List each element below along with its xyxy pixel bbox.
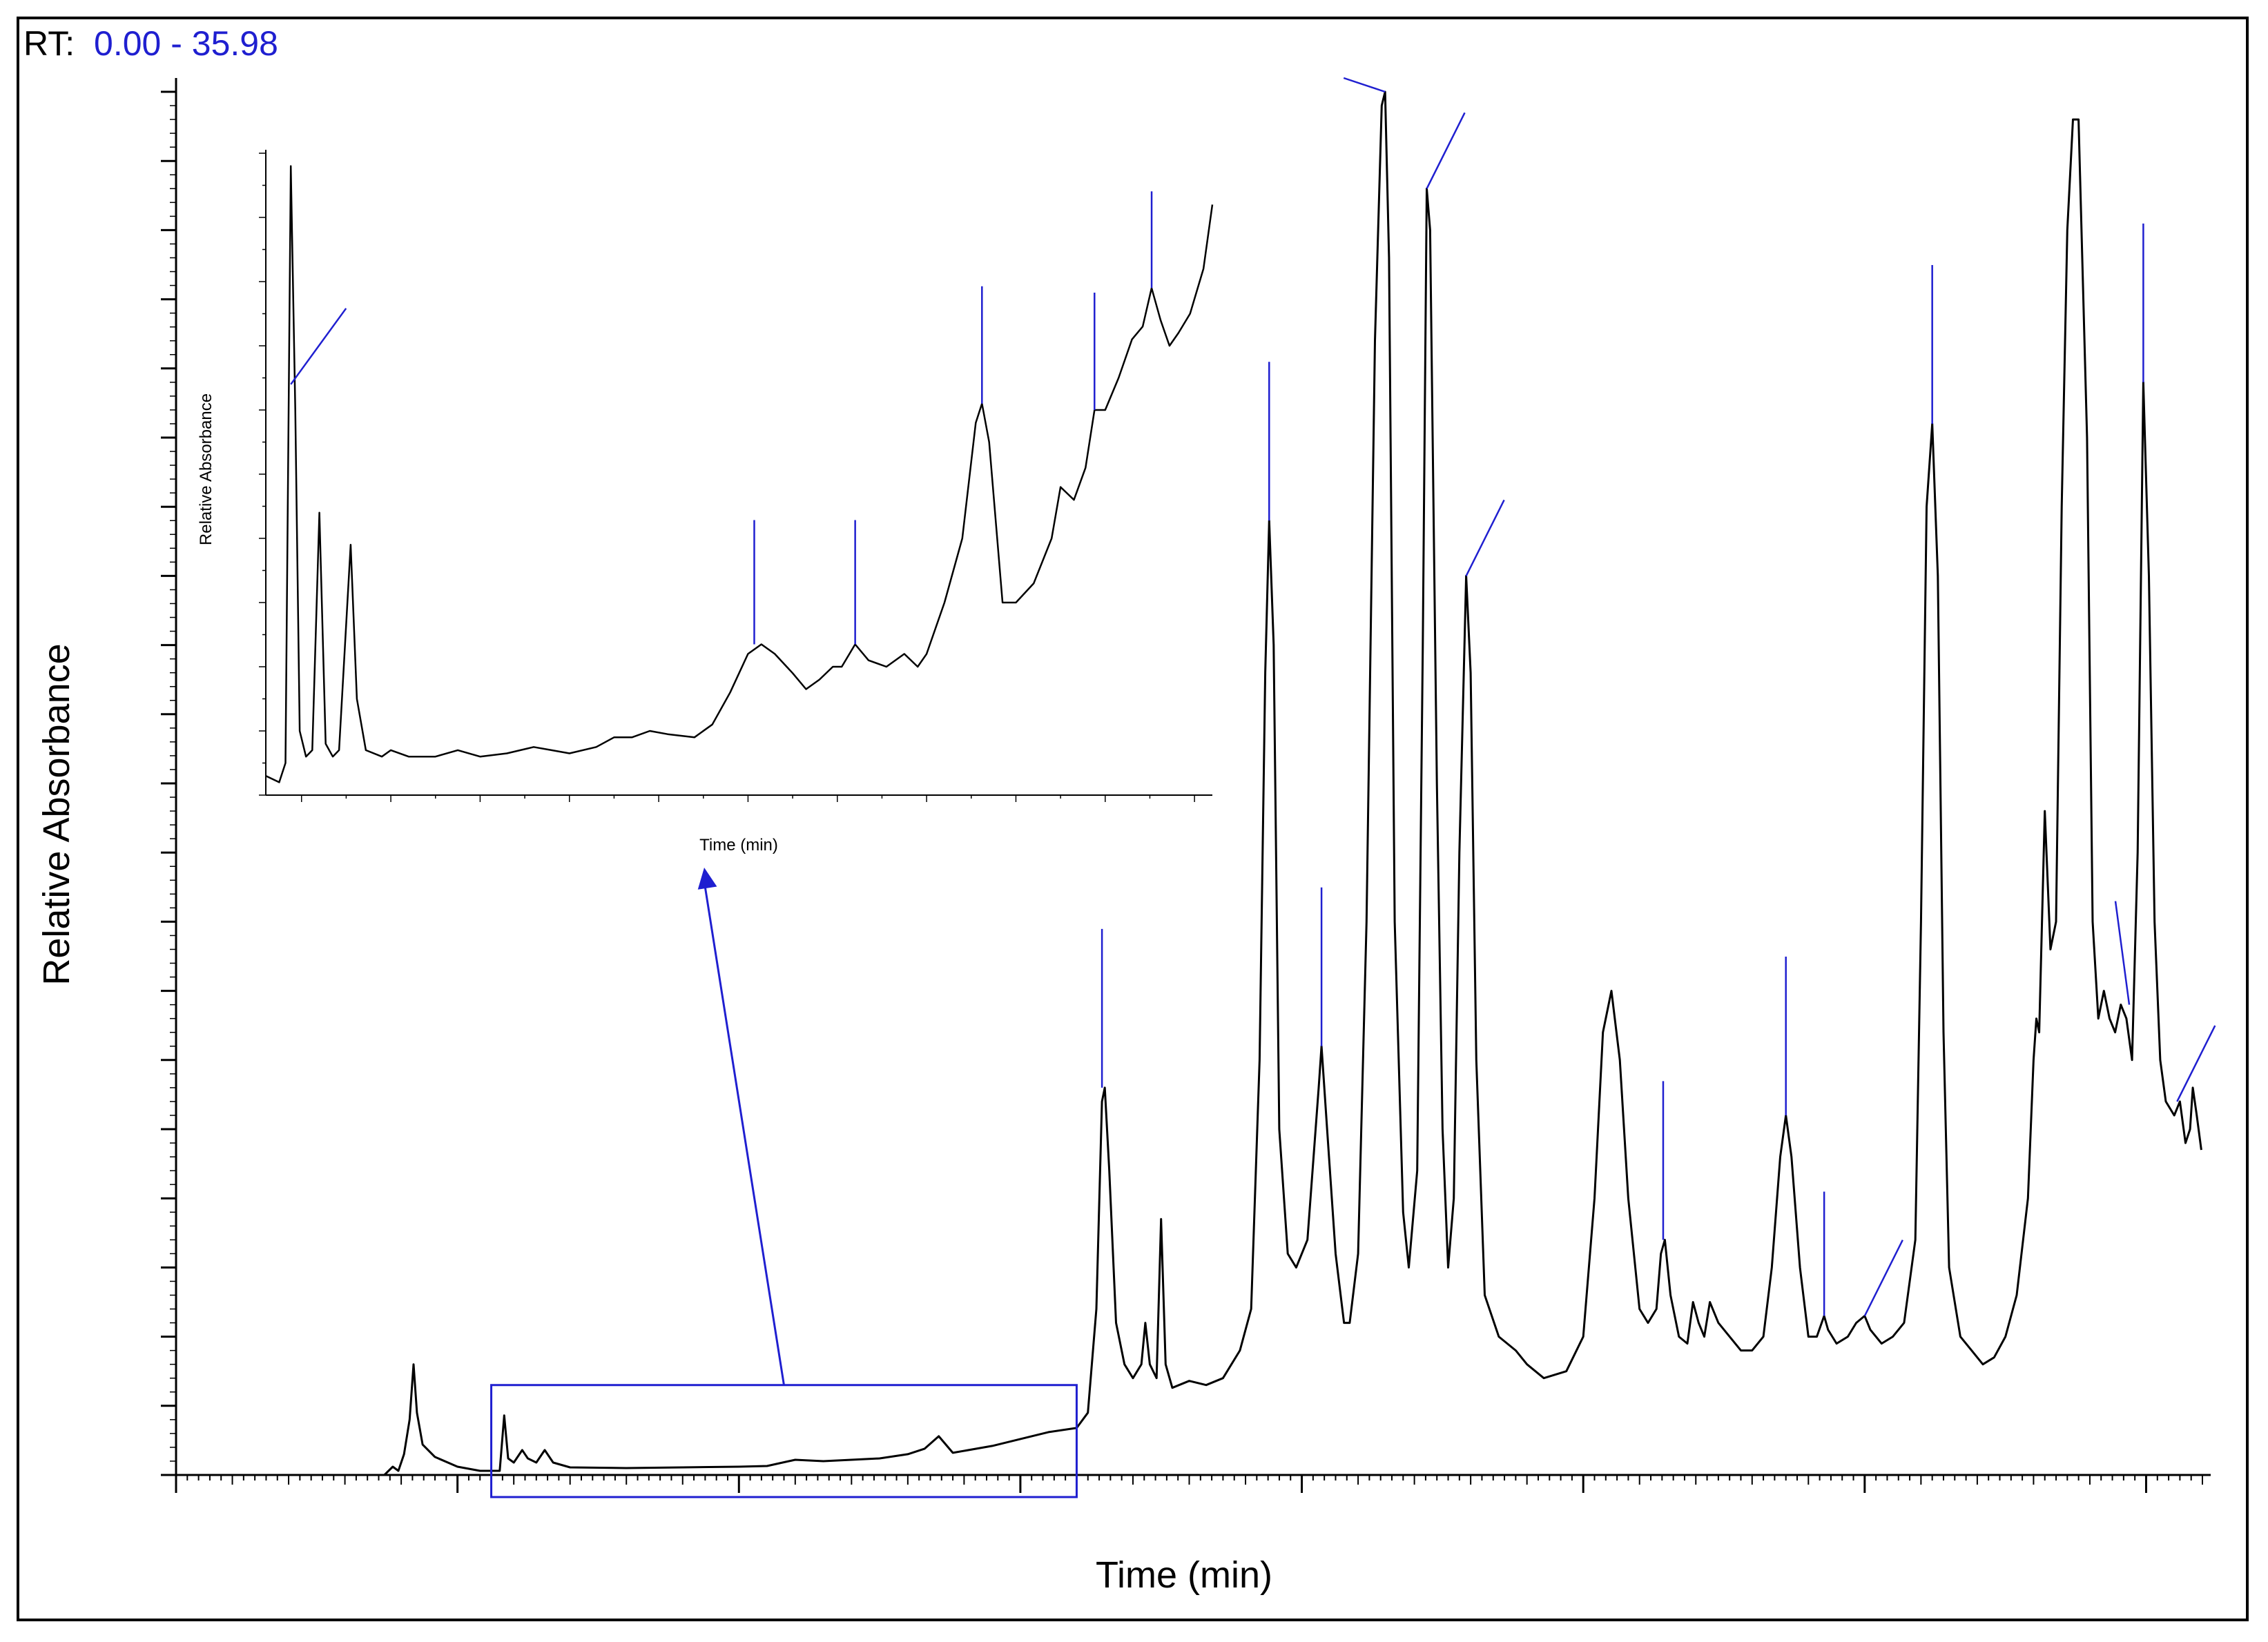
main-plot (161, 77, 2216, 1493)
zoom-annotations (490, 868, 1078, 1498)
zoom-arrow-head (697, 868, 717, 890)
peak-marker-line (1465, 499, 1505, 576)
peak-marker-line (1863, 1239, 1903, 1317)
y-axis-title: Relative Absorbance (36, 643, 77, 985)
peak-marker-line (2114, 901, 2131, 1005)
inset-series-line (265, 165, 1214, 783)
peak-marker-line (1343, 77, 1386, 93)
zoom-arrow-shaft (703, 881, 785, 1385)
x-axis-title: Time (min) (1096, 1554, 1272, 1596)
inset-plot (259, 150, 1214, 802)
main-series-line (176, 90, 2202, 1476)
chromatogram-figure (17, 17, 2249, 1621)
peak-marker-line (2176, 1025, 2216, 1102)
rt-label: RT: 0.00 - 35.98 (23, 24, 278, 63)
inset-peak-marker-line (290, 308, 347, 385)
rt-label-text: RT: (23, 24, 75, 63)
rt-range-text: 0.00 - 35.98 (94, 24, 278, 63)
inset-y-axis-title: Relative Absorbance (197, 393, 215, 545)
peak-marker-line (1426, 112, 1466, 189)
inset-x-axis-title: Time (min) (699, 836, 778, 854)
